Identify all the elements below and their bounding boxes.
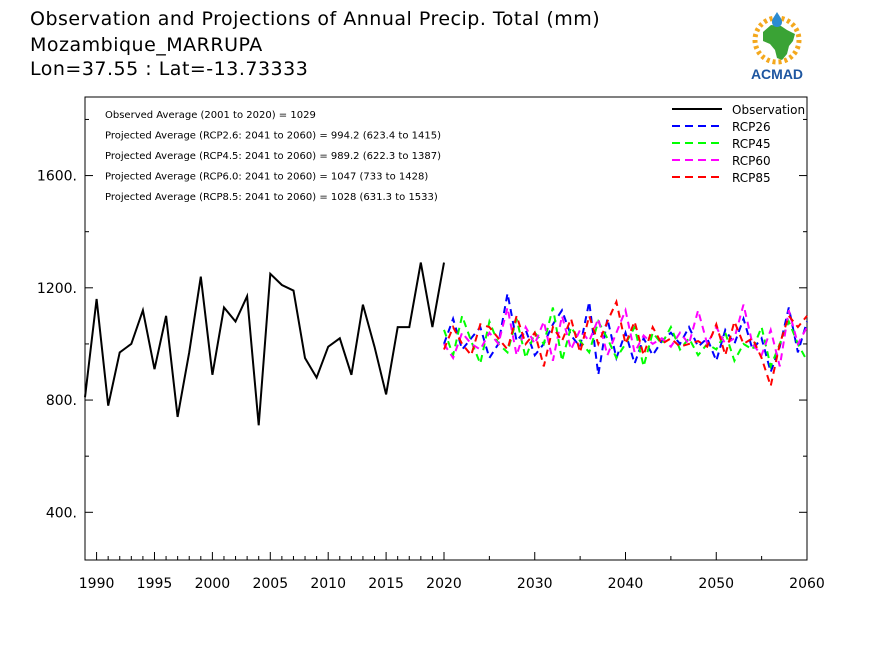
series-line-rcp60 [443, 304, 808, 367]
x-tick-label: 2020 [426, 576, 462, 592]
logo-text: ACMAD [751, 66, 803, 82]
average-annotation: Projected Average (RCP2.6: 2041 to 2060)… [105, 131, 441, 142]
legend-label-rcp85: RCP85 [732, 171, 771, 185]
y-tick-label: 1600. [37, 169, 77, 185]
x-tick-label: 2050 [698, 576, 734, 592]
x-tick-label: 2010 [310, 576, 346, 592]
x-tick-label: 2040 [608, 576, 644, 592]
x-tick-label: 2030 [517, 576, 553, 592]
africa-map-logo: ACMAD [751, 12, 803, 82]
y-tick-label: 400. [46, 505, 77, 521]
water-drop-icon [772, 12, 782, 27]
station-coordinates: Lon=37.55 : Lat=-13.73333 [30, 58, 309, 80]
plot-frame [84, 96, 808, 561]
x-tick-label: 2060 [789, 576, 825, 592]
legend-label-observation: Observation [732, 103, 805, 117]
y-tick-label: 800. [46, 393, 77, 409]
y-tick-label: 1200. [37, 281, 77, 297]
series-line-rcp26 [443, 293, 808, 376]
legend-label-rcp26: RCP26 [732, 120, 771, 134]
chart-title: Observation and Projections of Annual Pr… [30, 8, 601, 30]
x-tick-label: 2005 [252, 576, 288, 592]
average-annotation: Projected Average (RCP6.0: 2041 to 2060)… [105, 172, 428, 183]
series-line-rcp85 [443, 298, 808, 390]
series-line-observation [84, 262, 445, 426]
x-tick-label: 2000 [195, 576, 231, 592]
station-name: Mozambique_MARRUPA [30, 34, 263, 56]
average-annotation: Observed Average (2001 to 2020) = 1029 [105, 110, 316, 121]
legend-label-rcp60: RCP60 [732, 154, 771, 168]
series-line-rcp45 [443, 307, 808, 370]
average-annotation: Projected Average (RCP8.5: 2041 to 2060)… [105, 192, 438, 203]
x-tick-label: 1990 [79, 576, 115, 592]
average-annotation: Projected Average (RCP4.5: 2041 to 2060)… [105, 151, 441, 162]
africa-icon [763, 25, 795, 60]
x-tick-label: 1995 [137, 576, 173, 592]
legend-label-rcp45: RCP45 [732, 137, 771, 151]
x-tick-label: 2015 [368, 576, 404, 592]
